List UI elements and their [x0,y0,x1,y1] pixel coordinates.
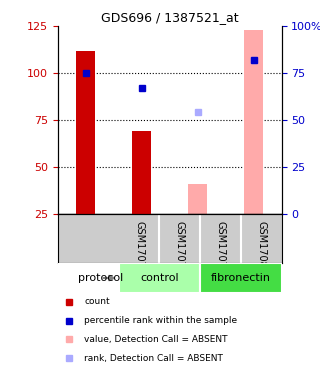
Bar [188,183,207,213]
FancyBboxPatch shape [119,264,200,292]
Text: value, Detection Call = ABSENT: value, Detection Call = ABSENT [84,335,228,344]
Text: GSM17077: GSM17077 [134,221,144,274]
Text: protocol: protocol [78,273,123,283]
Text: control: control [140,273,179,283]
Bar [244,30,263,213]
Text: GSM17078: GSM17078 [175,221,185,274]
FancyBboxPatch shape [200,264,282,292]
Title: GDS696 / 1387521_at: GDS696 / 1387521_at [101,11,238,24]
Text: count: count [84,297,110,306]
Text: percentile rank within the sample: percentile rank within the sample [84,316,238,325]
Bar [76,51,95,213]
Text: GSM17080: GSM17080 [256,221,266,274]
Text: fibronectin: fibronectin [211,273,271,283]
Text: GSM17079: GSM17079 [215,221,226,274]
Text: rank, Detection Call = ABSENT: rank, Detection Call = ABSENT [84,354,223,363]
Bar [132,131,151,213]
